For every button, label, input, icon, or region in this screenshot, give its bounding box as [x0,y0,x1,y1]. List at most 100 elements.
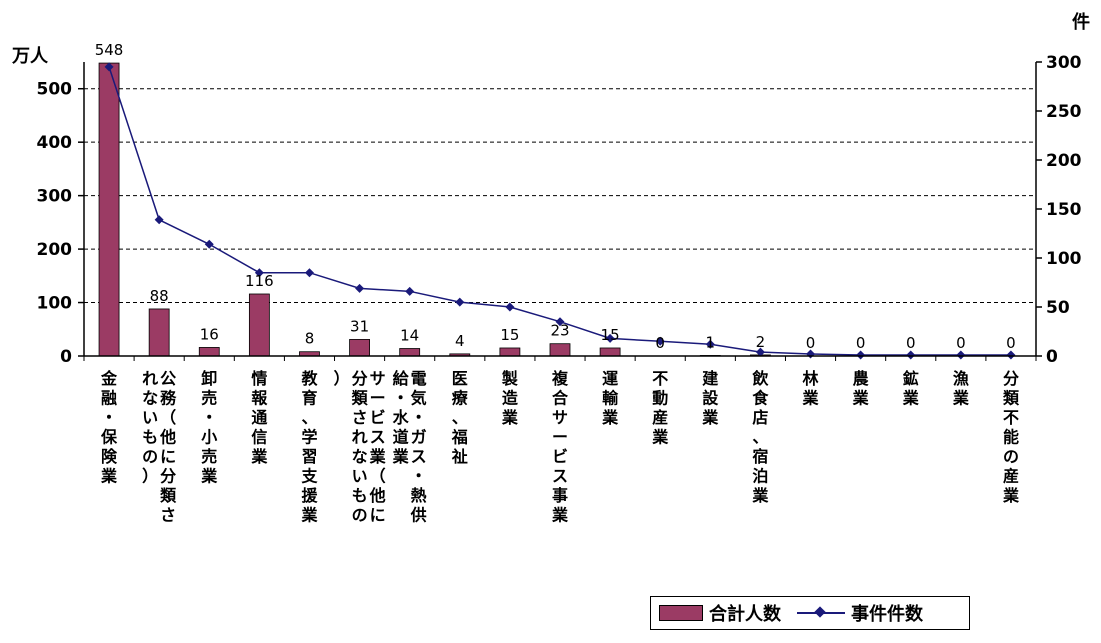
bar-value-label: 0 [906,334,916,352]
category-label-text: 建設業 [701,369,719,427]
category-label: 分類不能の産業 [1002,369,1020,505]
line-point [555,317,565,327]
bar-value-label: 14 [400,327,419,345]
category-label: 医療、福祉 [451,369,469,466]
category-label: 卸売・小売業 [200,369,218,486]
bar-value-label: 1 [706,333,716,351]
bar-value-label: 0 [655,334,665,352]
bar-value-label: 8 [305,330,315,348]
y-right-tick-label: 150 [1046,200,1082,220]
y-left-tick-label: 100 [37,294,73,314]
bar-series [98,62,771,357]
line-point [405,286,415,296]
line-point [956,350,966,360]
category-label: 鉱業 [902,369,920,408]
category-label-text: 金融・保険業 [100,369,118,486]
line-point [154,215,164,225]
line-point [104,62,114,72]
category-label: 金融・保険業 [100,369,118,486]
y-left-tick-label: 0 [60,347,72,367]
category-label: 電気・ガス・熱供給・水道業 [392,369,427,525]
bar [499,347,521,357]
line-point [906,350,916,360]
line-series [104,62,1016,360]
bar-value-label: 0 [806,334,816,352]
category-label-text: 飲食店、宿泊業 [751,369,769,505]
legend-line-label: 事件件数 [851,604,923,625]
y-right-tick-label: 50 [1046,298,1070,318]
bar-value-label: 15 [601,326,620,344]
category-label: 公務（他に分類されないもの） [142,369,177,525]
category-label-text: 情報通信業 [250,369,268,466]
category-label: 不動産業 [651,369,669,447]
category-label: 漁業 [952,369,970,408]
category-label-text: 公務（他に分類されないもの） [142,369,177,525]
line-point [1006,350,1016,360]
y-right-tick-label: 200 [1046,151,1082,171]
y-right-tick-label: 0 [1046,347,1058,367]
line-point [455,297,465,307]
bar-value-label: 31 [350,317,369,335]
bar [148,308,170,357]
category-label-text: 漁業 [952,369,970,408]
category-label-text: 複合サービス事業 [551,369,569,525]
category-label: サービス業（他に分類されないもの） [334,369,387,525]
bar-value-label: 0 [956,334,966,352]
line-point [705,339,715,349]
y-left-tick-label: 300 [37,187,73,207]
category-label: 飲食店、宿泊業 [751,369,769,505]
category-label-text: 医療、福祉 [451,369,469,466]
category-label-text: 分類不能の産業 [1002,369,1020,505]
category-label: 建設業 [701,369,719,427]
category-label: 情報通信業 [250,369,268,466]
y-left-tick-label: 200 [37,240,73,260]
category-label: 運輸業 [601,369,619,427]
bar-value-label: 4 [455,332,465,350]
y-right-tick-label: 300 [1046,53,1082,73]
grid-lines [84,88,1036,304]
category-label-text: 林業 [802,369,820,408]
legend: 合計人数 事件件数 [650,596,970,630]
axes [78,61,1042,361]
legend-bar-swatch [659,605,703,621]
bar-value-label: 23 [550,322,569,340]
category-label-text: 製造業 [501,369,519,427]
category-label: 製造業 [501,369,519,427]
bar [98,62,120,357]
bar-value-label: 548 [95,41,124,59]
y-left-tick-label: 400 [37,133,73,153]
y-right-tick-label: 250 [1046,102,1082,122]
bar [549,343,571,357]
line-point [605,333,615,343]
line-path [108,66,1011,356]
line-point [355,283,365,293]
legend-line-swatch [797,606,845,620]
legend-bar-label: 合計人数 [709,604,781,625]
bar-value-label: 16 [200,325,219,343]
category-label: 農業 [852,369,870,408]
category-label: 教育、学習支援業 [300,369,318,525]
bar [248,293,270,357]
bar-value-label: 0 [856,334,866,352]
bar [198,347,220,357]
category-label-text: 教育、学習支援業 [300,369,318,525]
bar-value-label: 2 [756,333,766,351]
line-point [655,336,665,346]
category-label-text: 卸売・小売業 [200,369,218,486]
category-label-text: 運輸業 [601,369,619,427]
line-point [254,268,264,278]
category-label-text: 鉱業 [902,369,920,408]
line-point [204,239,214,249]
line-point [304,268,314,278]
bar-value-label: 15 [500,326,519,344]
labels: 0100200300400500050100150200250300548881… [37,41,1082,524]
y-left-unit: 万人 [11,46,49,67]
category-label-text: 不動産業 [651,369,669,447]
bar [599,347,621,357]
line-point [505,302,515,312]
y-right-unit: 件 [1072,11,1090,33]
bar-value-label: 116 [245,272,274,290]
category-label: 林業 [802,369,820,408]
category-label-text: サービス業（他に分類されないもの） [334,369,387,525]
